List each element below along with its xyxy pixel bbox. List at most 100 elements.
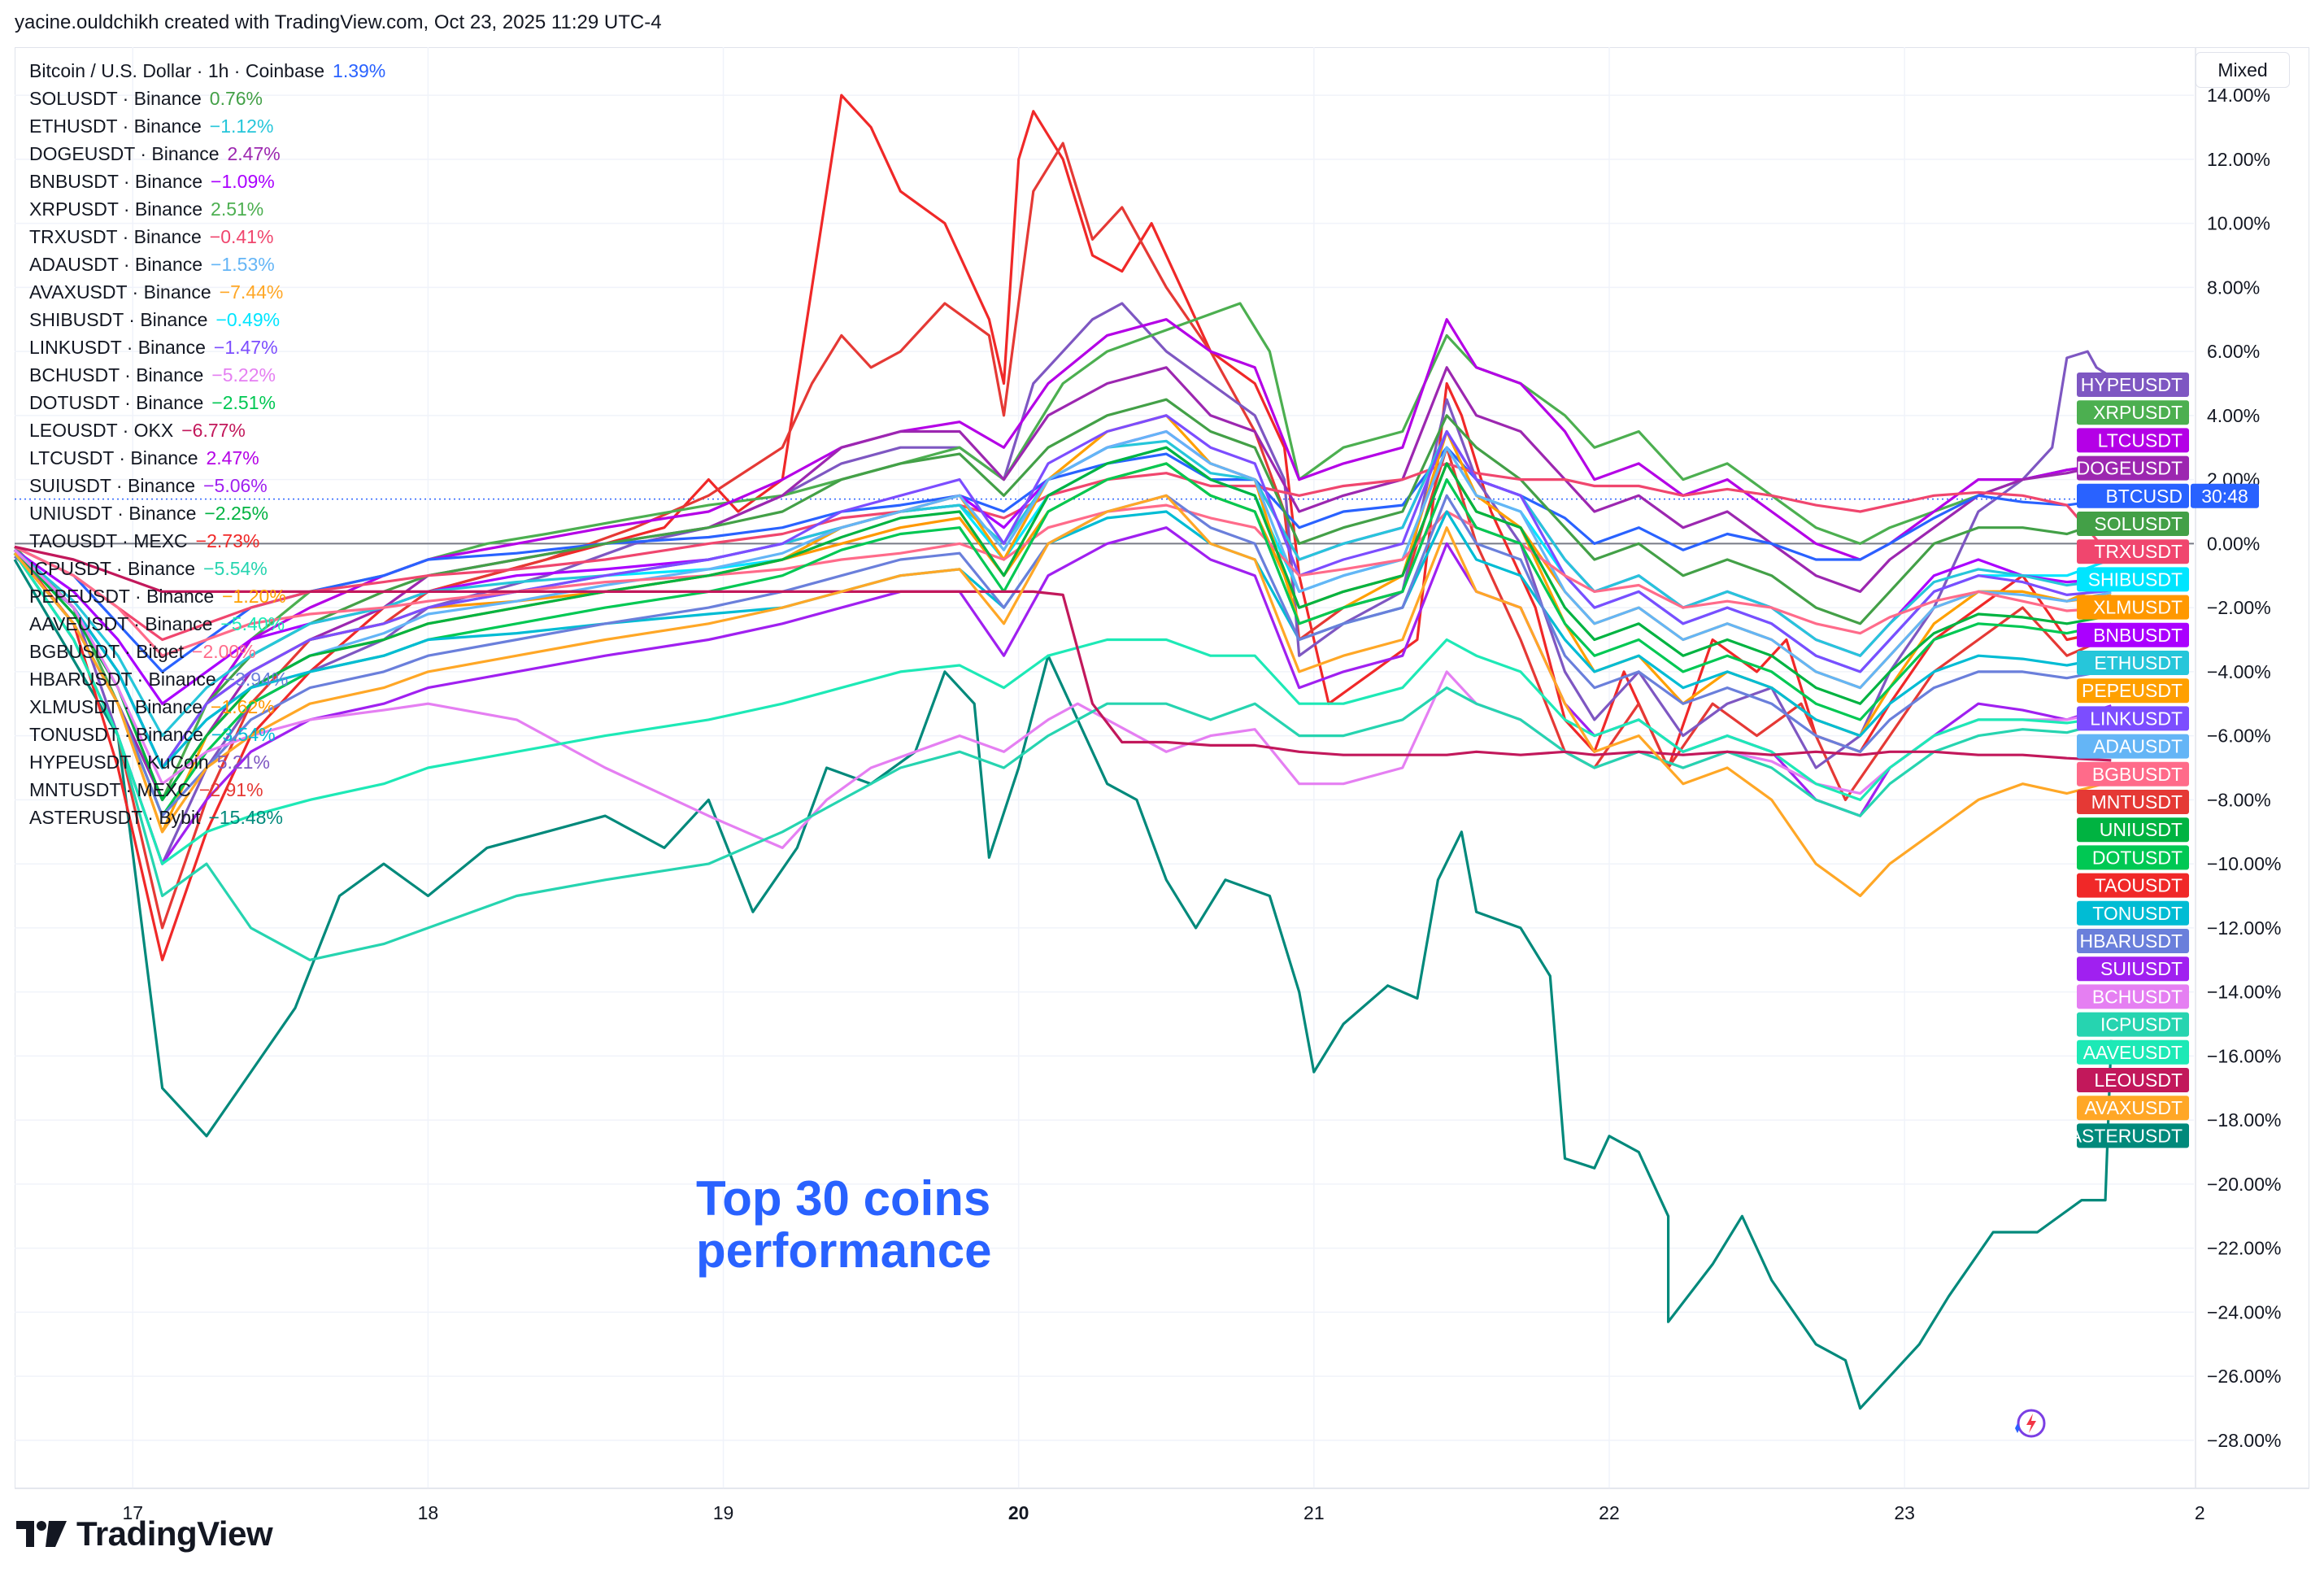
series-line-ltcusdt[interactable] — [13, 318, 2112, 769]
legend-change: −0.49% — [215, 309, 281, 330]
legend-row[interactable]: MNTUSDT · MEXC −2.91% — [29, 776, 385, 804]
price-tag-label: TRXUSDT — [2094, 541, 2183, 562]
price-tag-btcusd: BTCUSD 30:48 — [2077, 483, 2259, 508]
price-tag-bg — [2077, 956, 2189, 982]
price-tag-label: SOLUSDT — [2094, 513, 2183, 534]
y-tick-label: −4.00% — [2207, 661, 2271, 682]
legend-symbol: ICPUSDT · Binance — [29, 558, 196, 579]
legend-row[interactable]: AVAXUSDT · Binance −7.44% — [29, 278, 385, 306]
price-tag-bg — [2077, 1068, 2189, 1092]
legend-row[interactable]: ADAUSDT · Binance −1.53% — [29, 251, 385, 278]
tradingview-brand[interactable]: TradingView — [16, 1514, 273, 1553]
price-tag-label: XRPUSDT — [2093, 402, 2183, 423]
price-tag-dogeusdt: DOGEUSDT — [2077, 455, 2189, 481]
legend-row[interactable]: Bitcoin / U.S. Dollar · 1h · Coinbase 1.3… — [29, 57, 385, 85]
legend-row[interactable]: AAVEUSDT · Binance −5.40% — [29, 610, 385, 638]
series-line-btcusd[interactable] — [14, 446, 2112, 673]
series-line-dogeusdt[interactable] — [13, 366, 2112, 801]
legend-change: 1.39% — [333, 60, 386, 81]
legend-row[interactable]: HYPEUSDT · KuCoin 5.21% — [29, 748, 385, 776]
price-tag-bg — [2077, 539, 2189, 564]
legend-row[interactable]: ICPUSDT · Binance −5.54% — [29, 555, 385, 582]
price-tag-linkusdt: LINKUSDT — [2077, 706, 2189, 731]
y-tick-label: 12.00% — [2207, 149, 2270, 170]
legend-change: 5.21% — [216, 752, 270, 773]
legend-row[interactable]: TAOUSDT · MEXC −2.73% — [29, 527, 385, 555]
series-line-uniusdt[interactable] — [13, 446, 2112, 801]
legend-row[interactable]: SHIBUSDT · Binance −0.49% — [29, 306, 385, 333]
price-tag-bg — [2077, 1039, 2189, 1065]
price-tag-bg — [2077, 678, 2189, 704]
series-line-avaxusdt[interactable] — [13, 494, 2112, 898]
x-tick-label: 21 — [1303, 1502, 1325, 1523]
price-tag-bg — [2077, 845, 2189, 870]
legend-symbol: UNIUSDT · Binance — [29, 503, 197, 524]
y-tick-label: 0.00% — [2207, 533, 2260, 554]
price-tag-icpusdt: ICPUSDT — [2077, 1012, 2189, 1037]
lightning-sparkle-icon[interactable] — [2007, 1404, 2052, 1443]
series-line-ethusdt[interactable] — [13, 429, 2112, 738]
price-tag-suiusdt: SUIUSDT — [2077, 956, 2189, 982]
legend-row[interactable]: DOTUSDT · Binance −2.51% — [29, 389, 385, 416]
legend-change: −0.41% — [209, 226, 274, 247]
legend-row[interactable]: XLMUSDT · Binance −1.62% — [29, 693, 385, 721]
series-line-trxusdt[interactable] — [14, 462, 2113, 642]
legend-row[interactable]: BCHUSDT · Binance −5.22% — [29, 361, 385, 389]
time-axis[interactable]: 17 18 19 20 21 22 23 2 — [122, 1502, 2204, 1523]
legend-row[interactable]: HBARUSDT · Binance −3.94% — [29, 665, 385, 693]
price-tag-solusdt: SOLUSDT — [2077, 512, 2189, 536]
y-tick-label: −2.00% — [2207, 597, 2271, 618]
legend-row[interactable]: PEPEUSDT · Binance −1.20% — [29, 582, 385, 610]
series-line-asterusdt[interactable] — [13, 559, 2113, 1410]
legend-symbol: AAVEUSDT · Binance — [29, 613, 213, 634]
reference-lines — [15, 498, 2194, 545]
price-tag-bg — [2077, 706, 2189, 731]
legend-row[interactable]: LINKUSDT · Binance −1.47% — [29, 333, 385, 361]
series-line-adausdt[interactable] — [13, 429, 2112, 769]
price-tag-bg — [2077, 1123, 2189, 1148]
legend-row[interactable]: DOGEUSDT · Binance 2.47% — [29, 140, 385, 168]
x-tick-label: 2 — [2195, 1502, 2205, 1523]
legend-row[interactable]: LEOUSDT · OKX −6.77% — [29, 416, 385, 444]
series-line-leousdt[interactable] — [14, 545, 2112, 762]
price-tag-label: BTCUSD — [2105, 486, 2183, 507]
legend-symbol: XLMUSDT · Binance — [29, 696, 203, 717]
price-tag-label: MNTUSDT — [2091, 791, 2183, 813]
legend-change: −1.09% — [211, 171, 275, 192]
legend-row[interactable]: TRXUSDT · Binance −0.41% — [29, 223, 385, 251]
legend-row[interactable]: ASTERUSDT · Bybit −15.48% — [29, 804, 385, 831]
legend-row[interactable]: ETHUSDT · Binance −1.12% — [29, 112, 385, 140]
price-tag-taousdt: TAOUSDT — [2077, 873, 2189, 898]
legend-change: −5.06% — [203, 475, 268, 496]
price-axis[interactable]: 14.00%12.00%10.00%8.00%6.00%4.00%2.00%0.… — [2207, 85, 2281, 1451]
scale-mode-button[interactable]: Mixed — [2196, 52, 2290, 88]
legend-row[interactable]: LTCUSDT · Binance 2.47% — [29, 444, 385, 472]
legend-symbol: DOGEUSDT · Binance — [29, 143, 220, 164]
price-tag-label: AVAXUSDT — [2084, 1097, 2183, 1118]
y-tick-label: −6.00% — [2207, 725, 2271, 747]
legend-change: −3.94% — [224, 669, 289, 690]
legend-row[interactable]: XRPUSDT · Binance 2.51% — [29, 195, 385, 223]
legend-row[interactable]: SOLUSDT · Binance 0.76% — [29, 85, 385, 112]
x-tick-label: 23 — [1894, 1502, 1915, 1523]
price-tag-bg — [2077, 455, 2189, 481]
series-line-aaveusdt[interactable] — [13, 552, 2112, 865]
legend-row[interactable]: BGBUSDT · Bitget −2.00% — [29, 638, 385, 665]
legend-row[interactable]: BNBUSDT · Binance −1.09% — [29, 168, 385, 195]
series-line-hbarusdt[interactable] — [13, 494, 2112, 817]
series-line-icpusdt[interactable] — [13, 552, 2112, 961]
series-line-bgbusdt[interactable] — [14, 503, 2112, 657]
legend-symbol: HYPEUSDT · KuCoin — [29, 752, 209, 773]
legend-row[interactable]: TONUSDT · Binance −3.54% — [29, 721, 385, 748]
series-line-solusdt[interactable] — [13, 398, 2112, 769]
price-tag-bg — [2077, 400, 2189, 425]
series-line-linkusdt[interactable] — [13, 414, 2112, 769]
price-tag-bgbusdt: BGBUSDT — [2077, 761, 2189, 786]
series-legend[interactable]: Bitcoin / U.S. Dollar · 1h · Coinbase 1.3… — [29, 57, 385, 831]
legend-symbol: TRXUSDT · Binance — [29, 226, 202, 247]
legend-row[interactable]: UNIUSDT · Binance −2.25% — [29, 499, 385, 527]
y-tick-label: −26.00% — [2207, 1366, 2281, 1387]
y-tick-label: −18.00% — [2207, 1109, 2281, 1131]
legend-row[interactable]: SUIUSDT · Binance −5.06% — [29, 472, 385, 499]
